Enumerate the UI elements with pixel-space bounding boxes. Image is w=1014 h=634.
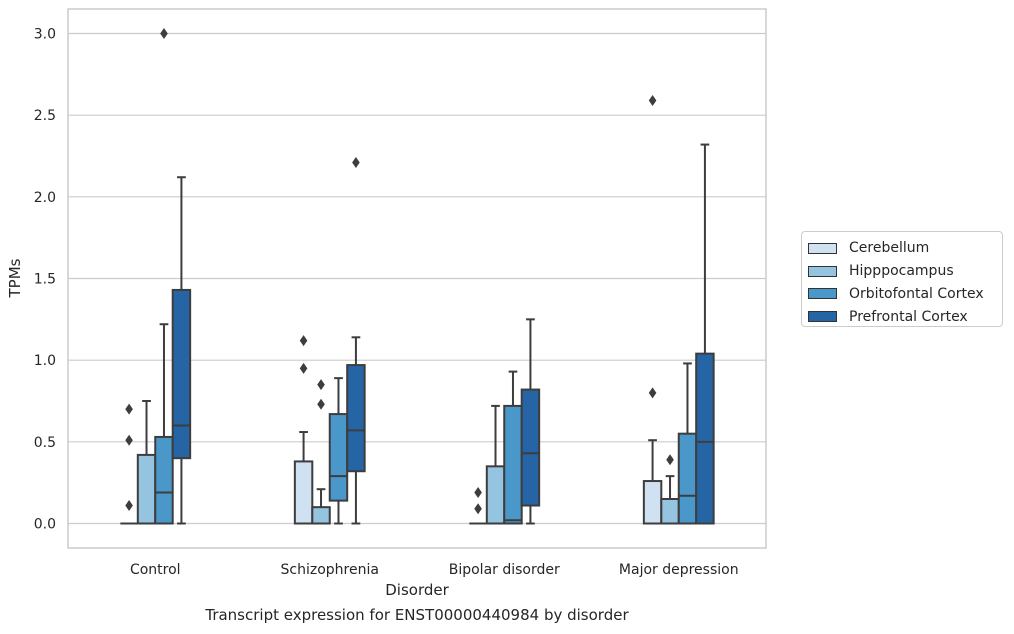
outlier-point [299, 362, 308, 374]
outlier-point [125, 403, 133, 415]
box-hipppocampus [311, 379, 331, 525]
box-plot-marks [120, 28, 715, 525]
box-prefrontal-cortex [171, 176, 192, 525]
box-body [136, 453, 157, 525]
outlier-point [666, 454, 674, 466]
y-tick-label: 1.0 [34, 353, 56, 369]
y-axis-label: TPMs [6, 258, 24, 298]
outlier-point [299, 335, 308, 347]
box-prefrontal-cortex [520, 318, 541, 525]
box-prefrontal-cortex [695, 143, 715, 525]
legend-label: Prefrontal Cortex [849, 308, 968, 325]
y-axis-ticks: 0.0 0.5 1.0 1.5 2.0 2.5 3.0 [34, 27, 56, 533]
box-body [154, 435, 174, 525]
legend-item: Prefrontal Cortex [808, 305, 1002, 328]
outlier-point [648, 387, 657, 399]
outlier-point [474, 503, 482, 515]
legend-swatch [808, 265, 837, 277]
outlier-point [352, 157, 360, 169]
outlier-point [317, 379, 325, 391]
x-tick-label: Schizophrenia [281, 562, 379, 578]
y-tick-label: 0.0 [34, 517, 56, 533]
box-orbitofontal-cortex [328, 377, 349, 525]
box-body [311, 506, 331, 525]
box-body [171, 288, 192, 460]
box-body [485, 465, 506, 525]
legend-item: Hipppocampus [808, 260, 1002, 283]
box-cerebellum [469, 486, 487, 525]
y-tick-label: 2.5 [34, 108, 56, 124]
x-axis-label: Disorder [385, 581, 449, 599]
legend-swatch [808, 288, 837, 300]
legend-swatch [808, 242, 837, 254]
outlier-point [160, 28, 168, 39]
plot-frame [67, 8, 767, 549]
legend-item: Orbitofontal Cortex [808, 283, 1002, 306]
legend-label: Orbitofontal Cortex [849, 285, 984, 302]
y-tick-label: 1.5 [34, 272, 56, 288]
outlier-point [317, 398, 325, 410]
legend-label: Cerebellum [849, 240, 930, 257]
box-cerebellum [642, 94, 663, 525]
outlier-point [125, 500, 133, 512]
legend-swatch [808, 311, 837, 323]
box-cerebellum [293, 335, 314, 525]
box-hipppocampus [660, 454, 680, 525]
box-body [677, 432, 698, 525]
x-tick-label: Major depression [619, 562, 739, 578]
x-axis-ticks: Control Schizophrenia Bipolar disorder Majo… [130, 562, 739, 578]
box-body [503, 404, 523, 525]
outlier-point [125, 434, 133, 446]
box-body [346, 364, 366, 473]
box-cerebellum [120, 403, 138, 525]
box-orbitofontal-cortex [503, 370, 523, 525]
box-body [293, 460, 314, 525]
box-hipppocampus [136, 400, 157, 525]
box-prefrontal-cortex [346, 157, 366, 525]
box-orbitofontal-cortex [154, 28, 174, 525]
outlier-point [474, 486, 482, 498]
box-hipppocampus [485, 404, 506, 525]
legend: Cerebellum Hipppocampus Orbitofontal Corte… [801, 231, 1003, 327]
outlier-point [648, 94, 657, 106]
legend-label: Hipppocampus [849, 263, 954, 280]
box-body [642, 480, 663, 525]
x-tick-label: Bipolar disorder [449, 562, 560, 578]
y-tick-label: 0.5 [34, 435, 56, 451]
y-tick-label: 2.0 [34, 190, 56, 206]
y-tick-label: 3.0 [34, 27, 56, 43]
box-orbitofontal-cortex [677, 362, 698, 525]
legend-item: Cerebellum [808, 237, 1002, 260]
chart-caption: Transcript expression for ENST0000044098… [205, 606, 629, 624]
box-body [660, 498, 680, 525]
box-body [695, 352, 715, 525]
box-body [328, 413, 349, 502]
x-tick-label: Control [130, 562, 181, 578]
box-body [520, 388, 541, 507]
